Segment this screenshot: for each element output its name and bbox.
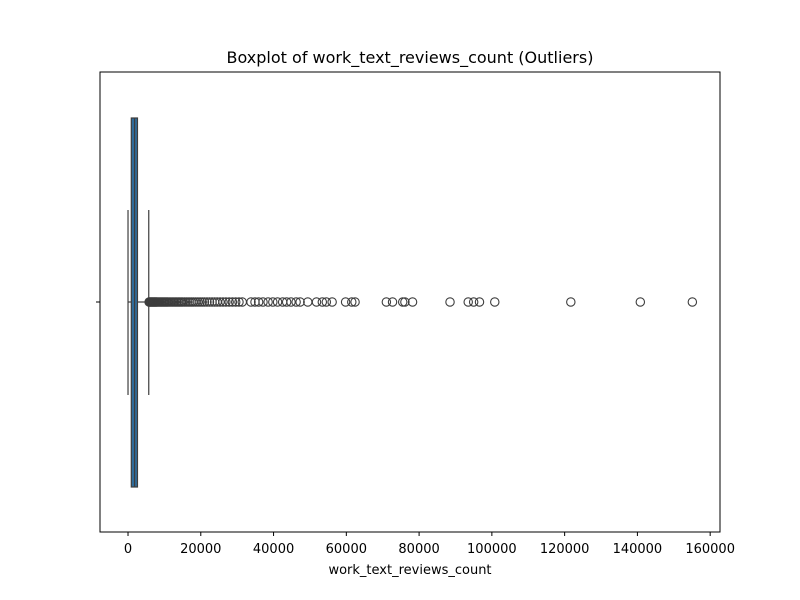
outlier-point [268,297,278,307]
x-tick-label: 80000 [398,542,439,557]
x-tick-label: 60000 [326,542,367,557]
outlier-point [474,297,485,307]
outlier-point [407,297,418,307]
outlier-point [263,297,273,307]
outlier-point [199,297,210,307]
outlier-point [566,297,576,307]
x-tick-label: 120000 [540,542,590,557]
outlier-point [321,297,332,307]
x-tick-label: 20000 [180,542,221,557]
outlier-point [291,297,301,307]
outlier-point [286,297,296,307]
x-tick-label: 0 [124,542,132,557]
outlier-point [635,297,646,307]
outlier-point [281,297,292,307]
outlier-point [246,297,256,307]
outlier-point [221,297,231,307]
outlier-point [387,297,398,307]
x-axis-ticks: 0 20000 40000 60000 80000 100000 120000 140000 1… [124,532,735,557]
outlier-point [224,297,234,307]
outlier-point [327,297,337,307]
outlier-point [311,297,322,307]
outlier-point [202,297,212,307]
x-axis-label: work_text_reviews_count [328,563,491,578]
outlier-point [381,297,392,307]
outlier-point [347,297,357,307]
outlier-point [215,297,225,307]
outlier-point [687,297,698,307]
outlier-point [253,297,264,307]
x-tick-label: 100000 [467,542,517,557]
outlier-point [258,297,268,307]
outlier-point [227,297,238,307]
outlier-point [234,297,244,307]
outlier-point [272,297,283,307]
chart-title: Boxplot of work_text_reviews_count (Outl… [227,48,594,68]
outlier-point [445,297,455,307]
x-tick-label: 140000 [613,542,663,557]
outlier-point [317,297,328,307]
outlier-point [490,297,500,307]
x-tick-label: 160000 [685,542,735,557]
outlier-point [400,297,410,307]
x-tick-label: 40000 [253,542,294,557]
outlier-point [468,297,479,307]
outlier-point [230,297,241,307]
outlier-points [144,297,698,307]
outlier-point [204,297,215,307]
outlier-point [340,297,351,307]
plot-area-frame [99,71,721,533]
outlier-point [350,297,360,307]
outlier-point [295,297,305,307]
outlier-point [463,297,473,307]
outlier-point [218,297,228,307]
